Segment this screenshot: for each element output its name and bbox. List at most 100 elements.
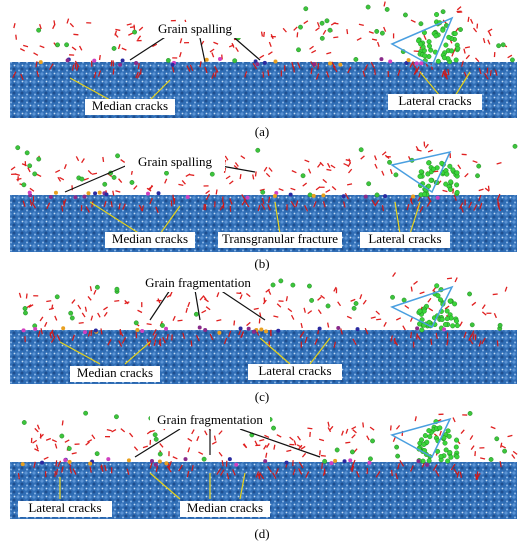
particle (333, 286, 337, 292)
particle (350, 464, 354, 471)
particle (448, 179, 454, 185)
particle (74, 62, 77, 69)
label: Lateral cracks (398, 93, 471, 108)
particle (189, 64, 194, 72)
particle (267, 196, 271, 203)
particle (467, 411, 473, 416)
particle (285, 296, 288, 302)
particle (473, 204, 478, 211)
particle (27, 190, 32, 195)
particle (63, 164, 67, 170)
particle (168, 460, 172, 468)
particle (463, 48, 466, 54)
particle (362, 299, 367, 305)
particle (443, 69, 448, 76)
particle (454, 170, 460, 176)
particle (204, 57, 209, 62)
particle (440, 9, 446, 15)
particle (319, 35, 325, 41)
particle (292, 66, 295, 73)
particle (444, 73, 448, 80)
particle (115, 153, 120, 159)
particle (317, 326, 322, 331)
particle (228, 330, 232, 338)
particle (465, 54, 470, 60)
particle (227, 457, 232, 462)
particle (419, 327, 425, 333)
particle (59, 433, 65, 439)
particle (106, 457, 111, 462)
particle (181, 179, 186, 185)
particle (348, 168, 353, 174)
particle (238, 326, 243, 331)
particle (447, 450, 453, 456)
particle (454, 189, 460, 195)
particle (325, 303, 331, 309)
particle (496, 43, 502, 49)
particle (442, 321, 448, 327)
particle (442, 327, 447, 332)
particle (376, 41, 380, 47)
particle (152, 43, 158, 48)
particle (61, 466, 64, 473)
particle (266, 443, 270, 448)
particle (189, 173, 195, 177)
particle (298, 24, 303, 30)
particle (297, 435, 301, 441)
particle (383, 1, 386, 7)
particle (129, 26, 136, 29)
particle (322, 178, 328, 184)
particle (341, 194, 346, 199)
particle (427, 297, 432, 303)
particle (322, 29, 327, 35)
particle (299, 331, 305, 338)
caption: (c) (255, 389, 269, 404)
particle (392, 272, 397, 277)
particle (343, 162, 349, 167)
particle (228, 180, 234, 185)
particle (16, 177, 22, 181)
particle (288, 192, 293, 197)
particle (326, 71, 330, 78)
particle (422, 53, 428, 59)
particle (410, 286, 413, 292)
particle (359, 294, 363, 300)
particle (464, 172, 469, 178)
particle (470, 330, 475, 337)
arrows (69, 71, 471, 101)
particle (126, 23, 132, 26)
particle (55, 460, 58, 467)
particle (478, 340, 482, 347)
particle (187, 437, 193, 442)
particle (343, 201, 346, 208)
particle (111, 46, 117, 51)
particle (388, 59, 393, 64)
label: Median cracks (187, 500, 263, 515)
particle (20, 462, 25, 467)
particle (263, 444, 267, 450)
particle (504, 286, 508, 292)
particle (191, 464, 194, 472)
particle (360, 155, 365, 160)
particle (27, 163, 33, 169)
particle (381, 204, 385, 212)
particle (410, 331, 413, 339)
particle (443, 181, 449, 187)
particle (83, 330, 88, 335)
particle (209, 171, 215, 177)
particle (309, 45, 314, 50)
particle (381, 170, 385, 176)
particle (21, 182, 27, 188)
particle (220, 469, 225, 476)
particle (226, 472, 230, 480)
particle (35, 61, 38, 68)
particle (318, 438, 325, 442)
particle (262, 299, 267, 305)
particle (86, 191, 91, 196)
particle (439, 316, 445, 322)
particle (218, 430, 223, 435)
particle (450, 167, 456, 173)
particle (39, 23, 42, 30)
particle (185, 194, 190, 199)
particle (172, 456, 178, 460)
